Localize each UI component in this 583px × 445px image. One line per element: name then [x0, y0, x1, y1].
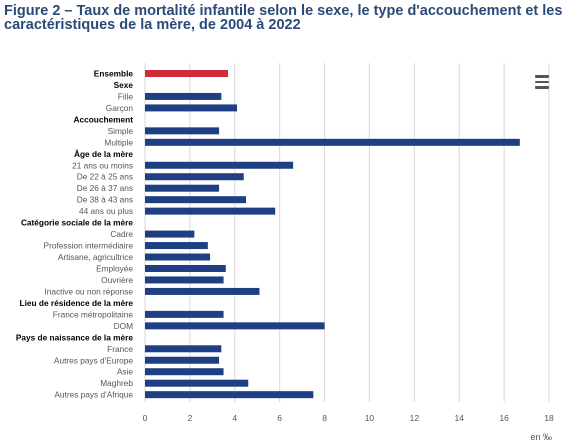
bar[interactable]	[145, 242, 208, 250]
category-label: Inactive ou non réponse	[44, 286, 133, 296]
category-label: Asie	[117, 367, 134, 377]
bar[interactable]	[145, 253, 211, 261]
x-tick-label: 14	[454, 413, 464, 423]
x-tick-label: 0	[143, 413, 148, 423]
bar[interactable]	[145, 368, 224, 376]
bar[interactable]	[145, 356, 220, 364]
category-label: 44 ans ou plus	[79, 206, 133, 216]
group-heading-label: Accouchement	[74, 114, 134, 124]
category-label: De 22 à 25 ans	[77, 172, 133, 182]
group-heading-label: Âge de la mère	[74, 148, 133, 159]
x-tick-label: 4	[232, 413, 237, 423]
bar[interactable]	[145, 173, 244, 181]
category-label: De 38 à 43 ans	[77, 195, 133, 205]
bar[interactable]	[145, 287, 260, 295]
bar[interactable]	[145, 92, 222, 100]
bar[interactable]	[145, 345, 222, 353]
category-label: 21 ans ou moins	[72, 160, 133, 170]
category-label: France métropolitaine	[53, 309, 134, 319]
menu-icon-line	[535, 75, 549, 78]
bar[interactable]	[145, 276, 224, 284]
category-label: Autres pays d'Afrique	[54, 390, 133, 400]
bar[interactable]	[145, 196, 246, 204]
bar[interactable]	[145, 322, 325, 330]
x-tick-label: 8	[322, 413, 327, 423]
category-label: France	[107, 344, 133, 354]
bar[interactable]	[145, 230, 195, 238]
group-heading-label: Sexe	[114, 80, 134, 90]
bar[interactable]	[145, 104, 238, 112]
bar[interactable]	[145, 379, 249, 387]
bar[interactable]	[145, 264, 226, 272]
x-axis-ticks: 0 2 4 6 8 10 12 14 16 18	[143, 413, 554, 423]
category-label: Cadre	[110, 229, 133, 239]
bar[interactable]	[145, 207, 276, 215]
category-label: Profession intermédiaire	[44, 241, 134, 251]
category-label: Multiple	[104, 137, 133, 147]
category-label: Employée	[96, 263, 133, 273]
bar[interactable]	[145, 391, 314, 399]
category-label: Autres pays d'Europe	[54, 355, 133, 365]
category-label: Maghreb	[100, 378, 133, 388]
menu-icon-line	[535, 80, 549, 83]
x-tick-label: 18	[544, 413, 554, 423]
bars	[145, 70, 520, 399]
bar[interactable]	[145, 310, 224, 318]
hamburger-menu-icon[interactable]	[529, 71, 555, 93]
category-label: Ouvrière	[101, 275, 133, 285]
group-heading-label: Pays de naissance de la mère	[16, 332, 134, 342]
x-tick-label: 6	[277, 413, 282, 423]
group-heading-label: Ensemble	[94, 69, 134, 79]
group-heading-label: Catégorie sociale de la mère	[21, 218, 133, 228]
x-axis-unit-label: en ‰	[530, 432, 552, 442]
x-tick-label: 12	[410, 413, 420, 423]
bar[interactable]	[145, 138, 520, 146]
bar[interactable]	[145, 161, 294, 169]
category-label: Fille	[118, 91, 134, 101]
category-label: Simple	[108, 126, 134, 136]
figure-title: Figure 2 – Taux de mortalité infantile s…	[4, 3, 563, 33]
bar[interactable]	[145, 127, 220, 135]
bar-ensemble[interactable]	[145, 70, 229, 77]
x-tick-label: 16	[499, 413, 509, 423]
category-label: Garçon	[106, 103, 134, 113]
group-heading-label: Lieu de résidence de la mère	[20, 298, 134, 308]
x-tick-label: 2	[188, 413, 193, 423]
category-label: DOM	[114, 321, 133, 331]
menu-icon-line	[535, 86, 549, 89]
x-tick-label: 10	[365, 413, 375, 423]
category-label: De 26 à 37 ans	[77, 183, 133, 193]
bar[interactable]	[145, 184, 220, 192]
category-label: Artisane, agricultrice	[58, 252, 134, 262]
